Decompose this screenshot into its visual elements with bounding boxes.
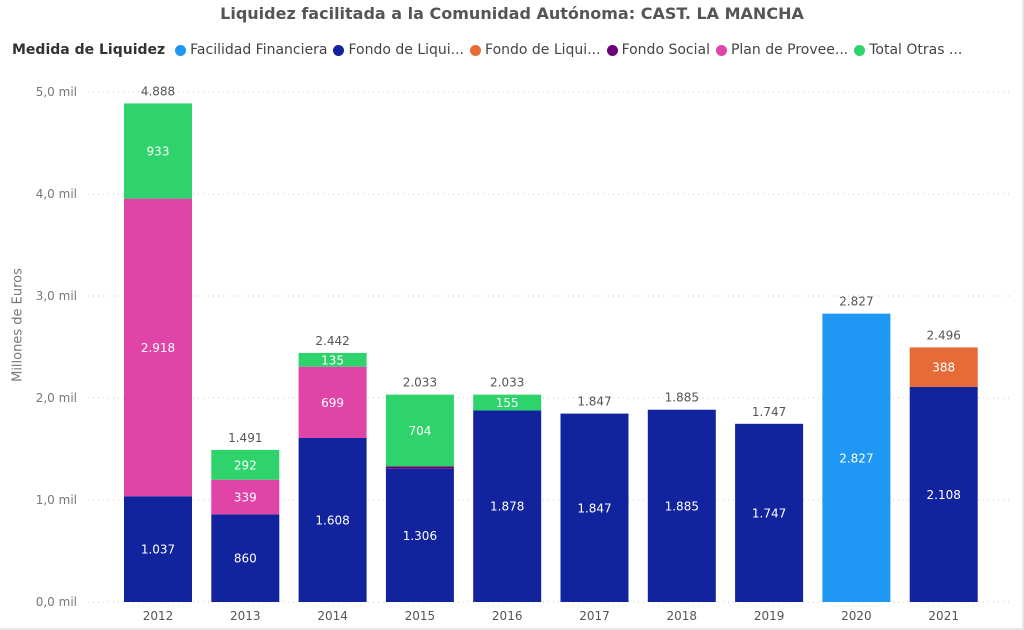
x-tick-label-2021: 2021 <box>928 609 959 623</box>
bar-2015-series-1 <box>385 468 454 602</box>
legend-label-4: Plan de Provee... <box>730 42 849 58</box>
total-label-2018: 1.885 <box>665 391 699 405</box>
legend-marker-5 <box>854 44 866 56</box>
data-label-2012-series-4: 2.918 <box>141 341 175 355</box>
bar-2014-series-1 <box>298 437 367 602</box>
data-label-2016-series-1: 1.878 <box>490 500 524 514</box>
x-tick-label-2018: 2018 <box>667 609 698 623</box>
bar-2013-series-1 <box>211 514 280 602</box>
bar-2014-series-5 <box>298 352 367 367</box>
bar-2016-series-1 <box>473 410 542 602</box>
bar-2012-series-1 <box>124 496 192 602</box>
data-label-2012-series-5: 933 <box>147 145 170 159</box>
bar-2014-series-4 <box>298 366 367 438</box>
total-label-2019: 1.747 <box>752 405 786 419</box>
legend-label-5: Total Otras ... <box>869 42 963 58</box>
bar-2021-series-2 <box>909 347 978 387</box>
x-tick-label-2014: 2014 <box>317 609 348 623</box>
data-label-2021-series-1: 2.108 <box>927 488 961 502</box>
legend-marker-3 <box>606 44 618 56</box>
legend-label-2: Fondo de Liqui... <box>485 42 601 58</box>
legend-item-5[interactable]: Total Otras ... <box>854 42 962 58</box>
data-label-2017-series-1: 1.847 <box>577 501 611 515</box>
legend-marker-0 <box>175 44 187 56</box>
data-label-2014-series-5: 135 <box>321 353 344 367</box>
legend-marker-4 <box>715 44 727 56</box>
bar-2020-series-0 <box>822 313 891 602</box>
chart-title: Liquidez facilitada a la Comunidad Autón… <box>220 4 804 23</box>
y-tick-label-1: 1,0 mil <box>36 493 77 507</box>
data-label-2015-series-1: 1.306 <box>403 529 437 543</box>
y-tick-label-3: 3,0 mil <box>36 289 77 303</box>
total-label-2012: 4.888 <box>141 84 175 98</box>
data-label-2014-series-1: 1.608 <box>315 513 349 527</box>
legend-title: Medida de Liquidez <box>12 42 166 58</box>
bar-2017-series-1 <box>560 413 629 602</box>
bar-2015-series-5 <box>385 394 454 467</box>
data-label-2015-series-5: 704 <box>408 424 431 438</box>
bar-2021-series-1 <box>909 386 978 602</box>
total-label-2014: 2.442 <box>315 334 349 348</box>
total-label-2021: 2.496 <box>927 328 961 342</box>
data-label-2014-series-4: 699 <box>321 396 344 410</box>
data-label-2013-series-4: 339 <box>234 490 257 504</box>
total-label-2015: 2.033 <box>403 376 437 390</box>
legend-item-1[interactable]: Fondo de Liqui... <box>333 42 464 58</box>
data-label-2016-series-5: 155 <box>496 396 519 410</box>
x-tick-label-2015: 2015 <box>405 609 436 623</box>
y-tick-label-4: 4,0 mil <box>36 187 77 201</box>
bar-2016-series-5 <box>473 394 542 411</box>
total-label-2013: 1.491 <box>228 431 262 445</box>
total-label-2016: 2.033 <box>490 376 524 390</box>
x-tick-label-2016: 2016 <box>492 609 523 623</box>
total-label-2017: 1.847 <box>577 395 611 409</box>
bar-2018-series-1 <box>647 409 716 602</box>
x-tick-label-2013: 2013 <box>230 609 261 623</box>
data-label-2019-series-1: 1.747 <box>752 506 786 520</box>
bar-2019-series-1 <box>735 423 804 602</box>
legend-item-3[interactable]: Fondo Social <box>606 42 710 58</box>
total-label-2020: 2.827 <box>839 295 873 309</box>
data-label-2018-series-1: 1.885 <box>665 499 699 513</box>
data-label-2020-series-0: 2.827 <box>839 451 873 465</box>
bar-2013-series-5 <box>211 449 280 480</box>
x-tick-label-2019: 2019 <box>754 609 785 623</box>
data-label-2021-series-2: 388 <box>932 361 955 375</box>
bar-2015-series-3 <box>385 466 454 469</box>
legend-label-0: Facilidad Financiera <box>190 42 328 58</box>
y-tick-label-0: 0,0 mil <box>36 595 77 609</box>
legend-marker-1 <box>333 44 345 56</box>
legend: Medida de Liquidez Facilidad Financiera F… <box>12 40 968 60</box>
x-tick-label-2020: 2020 <box>841 609 872 623</box>
legend-label-3: Fondo Social <box>621 42 710 58</box>
legend-marker-2 <box>470 44 482 56</box>
x-tick-label-2012: 2012 <box>143 609 174 623</box>
data-label-2012-series-1: 1.037 <box>141 543 175 557</box>
bar-2012-series-5 <box>124 103 192 199</box>
bar-2013-series-4 <box>211 479 280 515</box>
x-tick-label-2017: 2017 <box>579 609 610 623</box>
legend-item-4[interactable]: Plan de Provee... <box>715 42 849 58</box>
data-label-2013-series-1: 860 <box>234 552 257 566</box>
legend-item-2[interactable]: Fondo de Liqui... <box>470 42 601 58</box>
data-label-2013-series-5: 292 <box>234 458 257 472</box>
y-tick-label-2: 2,0 mil <box>36 391 77 405</box>
legend-label-1: Fondo de Liqui... <box>348 42 465 58</box>
legend-item-0[interactable]: Facilidad Financiera <box>175 42 327 58</box>
bar-2012-series-4 <box>124 198 192 497</box>
y-tick-label-5: 5,0 mil <box>36 85 77 99</box>
